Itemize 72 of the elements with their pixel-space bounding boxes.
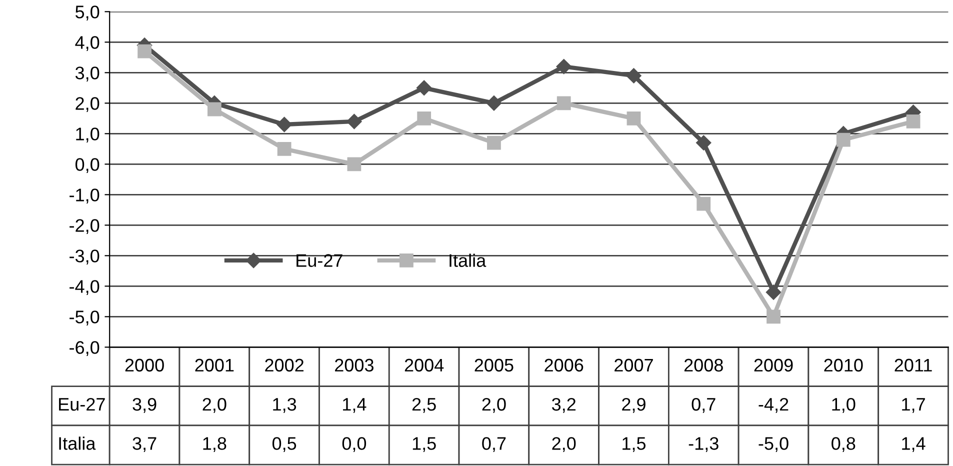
x-tick-label: 2004 [404,358,444,372]
point [906,114,920,128]
x-tick-label: 2003 [335,358,374,372]
point [696,196,711,211]
point [626,111,641,126]
data-label: 1,0 [832,398,856,413]
x-tick-label: 2002 [265,358,304,372]
y-tick-label: 5,0 [76,6,100,21]
data-label: 1,7 [902,398,925,413]
data-label: -5,0 [758,437,788,452]
data-label: 0,0 [342,437,366,452]
point [276,116,292,132]
point [486,96,502,111]
data-label: 2,0 [552,437,576,452]
y-tick-label: -4,0 [70,280,100,296]
x-tick-label: 2008 [684,358,723,372]
y-tick-label: -3,0 [70,250,100,265]
y-tick-label: 1,0 [76,128,100,143]
x-tick-label: 2007 [614,358,653,372]
y-tick-label: 4,0 [75,36,100,52]
data-label: 2,5 [412,398,436,413]
y-tick-label: 0,0 [75,158,100,174]
data-label: 2,0 [202,398,226,413]
data-label: 1,5 [412,437,436,452]
x-tick-label: 2011 [894,358,932,372]
y-tick-label: 2,0 [76,97,100,112]
data-label: 1,5 [622,437,646,452]
data-label: 0,7 [692,398,716,413]
x-tick-label: 2010 [824,358,863,372]
data-label: 2,0 [482,398,506,413]
text: Italia [59,436,96,450]
y-tick-label: -5,0 [70,310,100,326]
data-label: -1,3 [688,437,718,452]
y-tick-label: -2,0 [70,219,100,234]
point [626,68,642,84]
x-tick-label: 2006 [544,358,584,372]
point [138,44,152,58]
text: Eu-27 [59,398,105,411]
data-label: 2,9 [622,398,646,413]
y-tick-label: -6,0 [70,341,100,356]
point [556,96,571,110]
y-tick-label: -1,0 [70,188,100,204]
point [556,58,572,74]
legend-label: Eu-27 [296,254,342,267]
x-tick-label: 2000 [125,358,164,372]
point [416,80,432,96]
data-label: 0,7 [482,437,506,452]
point [766,310,780,324]
legend-label: Italia [450,254,486,267]
point [766,284,782,300]
y-tick-label: 3,0 [75,66,100,82]
data-label: -4,2 [758,398,788,413]
data-label: 1,3 [273,398,296,413]
x-tick-label: 2001 [195,358,234,372]
data-label: 3,7 [132,437,156,452]
x-tick-label: 2005 [474,358,514,372]
point [417,111,432,126]
point [487,136,501,150]
point [347,157,362,172]
point [277,142,292,156]
data-label: 1,4 [343,398,366,413]
data-label: 0,5 [272,437,296,452]
data-label: 3,9 [132,398,156,413]
data-label: 0,8 [832,437,856,452]
data-label: 1,4 [902,437,926,452]
point [696,135,712,150]
data-label: 1,8 [203,437,226,452]
x-tick-label: 2009 [754,358,793,372]
point [836,132,850,147]
data-label: 3,2 [552,398,576,413]
point [346,114,362,130]
point [207,102,222,116]
